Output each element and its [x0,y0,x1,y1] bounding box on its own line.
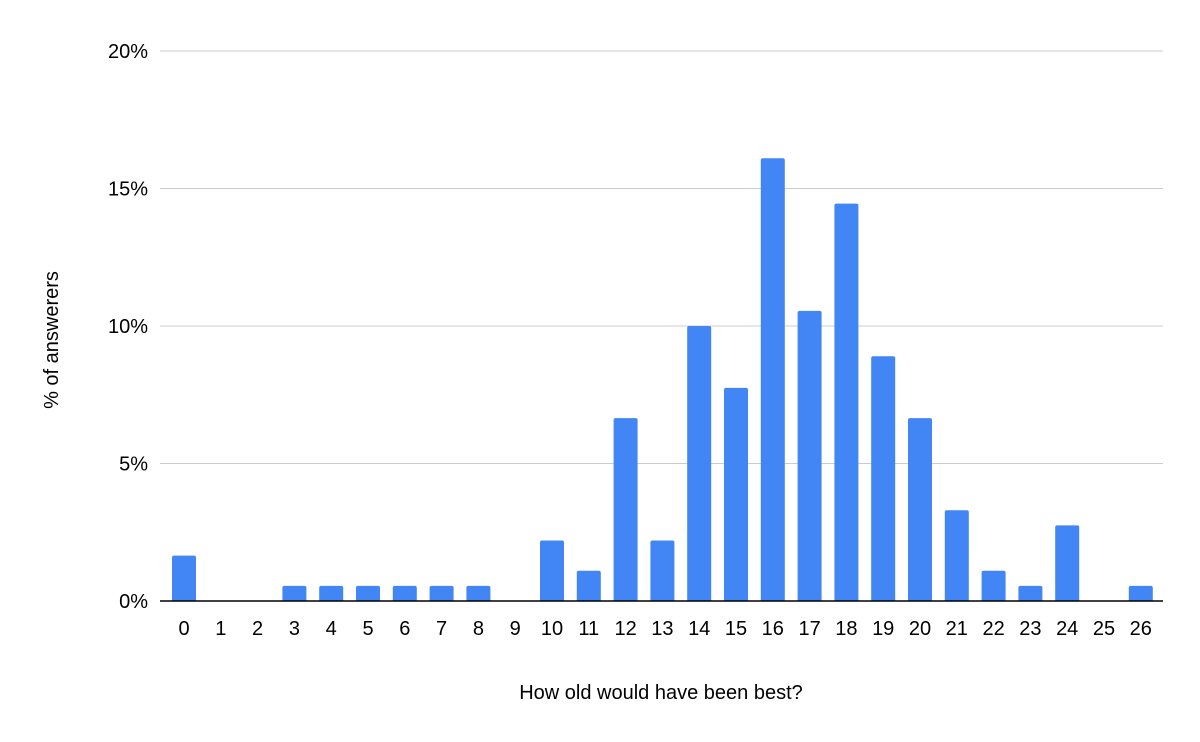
bars [172,158,1153,601]
x-tick-label: 8 [473,618,484,640]
x-tick-label: 2 [252,618,263,640]
bar-20 [908,418,932,601]
bar-11 [576,570,601,601]
x-tick-label: 1 [215,618,226,640]
x-tick-label: 23 [1019,618,1041,640]
y-tick-label: 15% [108,179,148,201]
bar-10 [540,540,564,601]
y-tick-label: 5% [119,454,148,476]
bar-5 [356,585,380,601]
bar-26 [1128,585,1153,601]
x-tick-label: 22 [982,618,1004,640]
gridlines [160,50,1163,464]
bar-24 [1055,525,1080,601]
x-tick-label: 18 [835,618,857,640]
x-tick-label: 10 [541,618,563,640]
x-tick-label: 13 [651,618,673,640]
y-tick-label: 20% [108,41,148,63]
bar-6 [392,585,417,601]
bar-23 [1018,585,1043,601]
bar-18 [834,203,859,601]
x-tick-label: 26 [1130,618,1152,640]
bar-8 [466,585,491,601]
x-tick-label: 25 [1093,618,1115,640]
bar-0 [172,555,196,601]
bar-4 [319,585,344,601]
y-tick-label: 10% [108,316,148,338]
x-tick-label: 5 [362,618,373,640]
x-tick-labels: 0 1 2 3 4 5 6 7 8 9 10 11 12 13 14 15 16 17 18 19 20 21 22 23 24… [178,618,1151,640]
bar-15 [724,387,748,601]
bar-16 [760,158,785,601]
x-tick-label: 21 [946,618,968,640]
x-axis-title: How old would have been best? [519,682,803,704]
bar-21 [944,510,969,601]
x-tick-label: 12 [614,618,636,640]
x-tick-label: 0 [178,618,189,640]
bar-12 [613,418,638,601]
x-tick-label: 3 [289,618,300,640]
bar-19 [871,356,896,601]
x-tick-label: 6 [399,618,410,640]
bar-22 [981,570,1006,601]
y-tick-labels: 0% 5% 10% 15% 20% [108,41,148,613]
x-tick-label: 9 [510,618,521,640]
x-tick-label: 7 [436,618,447,640]
x-tick-label: 19 [872,618,894,640]
x-tick-label: 20 [909,618,931,640]
x-tick-label: 17 [798,618,820,640]
bar-14 [687,326,712,601]
bar-13 [650,540,675,601]
x-tick-label: 15 [725,618,747,640]
x-tick-label: 24 [1056,618,1078,640]
bar-17 [797,310,822,601]
x-tick-label: 4 [326,618,337,640]
x-tick-label: 16 [762,618,784,640]
y-axis-title: % of answerers [41,271,63,409]
bar-3 [282,585,307,601]
y-tick-label: 0% [119,591,148,613]
x-tick-label: 14 [688,618,710,640]
x-tick-label: 11 [578,618,599,640]
bar-7 [429,585,454,601]
